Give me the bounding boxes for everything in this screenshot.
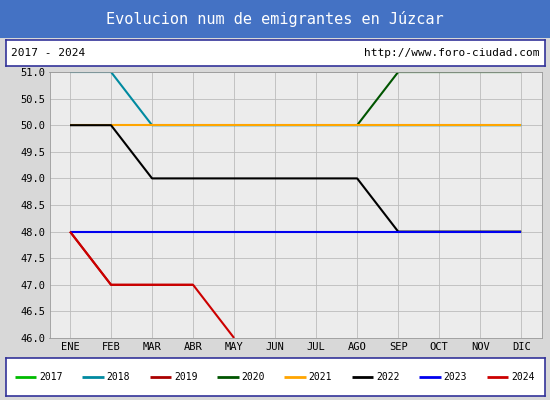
Text: Evolucion num de emigrantes en Júzcar: Evolucion num de emigrantes en Júzcar (106, 11, 444, 27)
Text: http://www.foro-ciudad.com: http://www.foro-ciudad.com (364, 48, 539, 58)
Text: 2017 - 2024: 2017 - 2024 (11, 48, 85, 58)
Text: 2019: 2019 (174, 372, 197, 382)
Text: 2023: 2023 (443, 372, 467, 382)
Text: 2022: 2022 (376, 372, 399, 382)
Text: 2018: 2018 (107, 372, 130, 382)
Text: 2024: 2024 (511, 372, 534, 382)
Text: 2020: 2020 (241, 372, 265, 382)
Text: 2021: 2021 (309, 372, 332, 382)
Text: 2017: 2017 (39, 372, 63, 382)
